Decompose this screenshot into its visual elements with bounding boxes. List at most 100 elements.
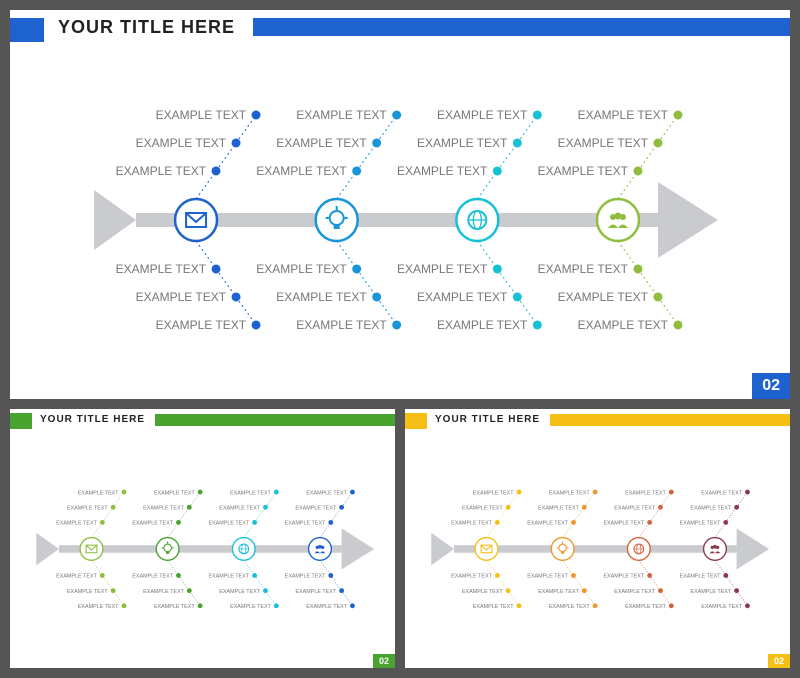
branch-label: EXAMPLE TEXT [276,136,367,150]
slide-thumb-yellow: YOUR TITLE HERE EXAMPLE TEXTEXAMPLE TEXT… [405,409,790,668]
branch-label: EXAMPLE TEXT [538,505,579,511]
slide-header: YOUR TITLE HERE [10,10,790,44]
branch-label: EXAMPLE TEXT [537,262,628,276]
fish-head-arrow-icon [658,182,718,258]
branch-label: EXAMPLE TEXT [397,262,488,276]
branch-dot [231,138,240,147]
branch-dot [198,489,203,494]
branch-label: EXAMPLE TEXT [549,490,590,496]
branch-dot [593,489,598,494]
branch-label: EXAMPLE TEXT [285,573,326,579]
page-number-badge: 02 [752,373,790,399]
branch-label: EXAMPLE TEXT [691,589,732,595]
branch-dot [493,166,502,175]
branch-label: EXAMPLE TEXT [417,136,508,150]
branch-node [704,537,727,560]
branch-node [315,199,357,241]
branch-dot [122,489,127,494]
fishbone-diagram: EXAMPLE TEXT EXAMPLE TEXT EXAMPLE TEXT EXAM… [33,466,380,632]
branch-dot [533,110,542,119]
branch-dot [653,138,662,147]
branch-label: EXAMPLE TEXT [219,505,260,511]
page-number-badge: 02 [768,654,790,668]
branch-label: EXAMPLE TEXT [296,108,387,122]
branch-dot [673,320,682,329]
branch-dot [122,603,127,608]
branch-label: EXAMPLE TEXT [625,490,666,496]
branch-label: EXAMPLE TEXT [115,262,206,276]
slide-title: YOUR TITLE HERE [40,414,145,425]
branch-label: EXAMPLE TEXT [437,108,528,122]
branch-label: EXAMPLE TEXT [256,164,347,178]
branch-dot [517,489,522,494]
branch-dot [372,138,381,147]
branch-dot [593,603,598,608]
branch-dot [274,603,279,608]
fishbone-diagram: EXAMPLE TEXT EXAMPLE TEXT EXAMPLE TEXT EXAM… [428,466,775,632]
branch-dot [352,166,361,175]
branch-label: EXAMPLE TEXT [78,490,119,496]
branch-node [156,537,179,560]
branch-dot [392,320,401,329]
fishbone-svg: EXAMPLE TEXT EXAMPLE TEXT EXAMPLE TEXT EXAM… [33,466,380,632]
branch-node [475,537,498,560]
branch-label: EXAMPLE TEXT [614,505,655,511]
branch-label: EXAMPLE TEXT [132,520,173,526]
branch-node [551,537,574,560]
page: YOUR TITLE HERE EXAMPLE TEXTEXAMPLE TEXT… [0,0,800,678]
branch-label: EXAMPLE TEXT [604,520,645,526]
branch-dot [251,320,260,329]
branch-node [80,537,103,560]
branch-label: EXAMPLE TEXT [577,318,668,332]
branch-dot [517,603,522,608]
branch-dot [350,603,355,608]
branch-label: EXAMPLE TEXT [67,505,108,511]
branch-label: EXAMPLE TEXT [155,108,246,122]
branch-dot [274,489,279,494]
branch-label: EXAMPLE TEXT [473,604,514,610]
fish-tail-icon [94,190,136,250]
branch-label: EXAMPLE TEXT [276,290,367,304]
branch-label: EXAMPLE TEXT [537,164,628,178]
branch-label: EXAMPLE TEXT [557,290,648,304]
branch-label: EXAMPLE TEXT [306,604,347,610]
slide-header: YOUR TITLE HERE [10,409,395,431]
branch-dot [187,505,192,510]
thumbnail-row: YOUR TITLE HERE EXAMPLE TEXTEXAMPLE TEXT… [10,409,790,668]
branch-label: EXAMPLE TEXT [219,589,260,595]
branch-label: EXAMPLE TEXT [296,318,387,332]
header-stripe [253,18,790,36]
branch-label: EXAMPLE TEXT [437,318,528,332]
branch-label: EXAMPLE TEXT [701,604,742,610]
branch-dot [392,110,401,119]
branch-label: EXAMPLE TEXT [209,573,250,579]
branch-dot [506,505,511,510]
fishbone-diagram: EXAMPLE TEXT EXAMPLE TEXT EXAMPLE TEXT EXAM… [57,80,759,360]
branch-label: EXAMPLE TEXT [154,604,195,610]
header-stripe [155,414,395,426]
branch-label: EXAMPLE TEXT [143,505,184,511]
branch-dot [734,505,739,510]
branch-label: EXAMPLE TEXT [256,262,347,276]
branch-label: EXAMPLE TEXT [209,520,250,526]
branch-label: EXAMPLE TEXT [56,573,97,579]
branch-label: EXAMPLE TEXT [154,490,195,496]
fish-head-arrow-icon [342,528,374,569]
slide-title: YOUR TITLE HERE [435,414,540,425]
branch-label: EXAMPLE TEXT [296,589,337,595]
branch-label: EXAMPLE TEXT [155,318,246,332]
branch-dot [669,603,674,608]
branch-label: EXAMPLE TEXT [473,490,514,496]
branch-dot [263,505,268,510]
branch-label: EXAMPLE TEXT [135,136,226,150]
branch-label: EXAMPLE TEXT [691,505,732,511]
branch-label: EXAMPLE TEXT [614,589,655,595]
branch-label: EXAMPLE TEXT [538,589,579,595]
branch-label: EXAMPLE TEXT [306,490,347,496]
branch-dot [198,603,203,608]
branch-node [309,537,332,560]
branch-label: EXAMPLE TEXT [527,520,568,526]
branch-dot [211,264,220,273]
branch-dot [352,264,361,273]
branch-dot [533,320,542,329]
